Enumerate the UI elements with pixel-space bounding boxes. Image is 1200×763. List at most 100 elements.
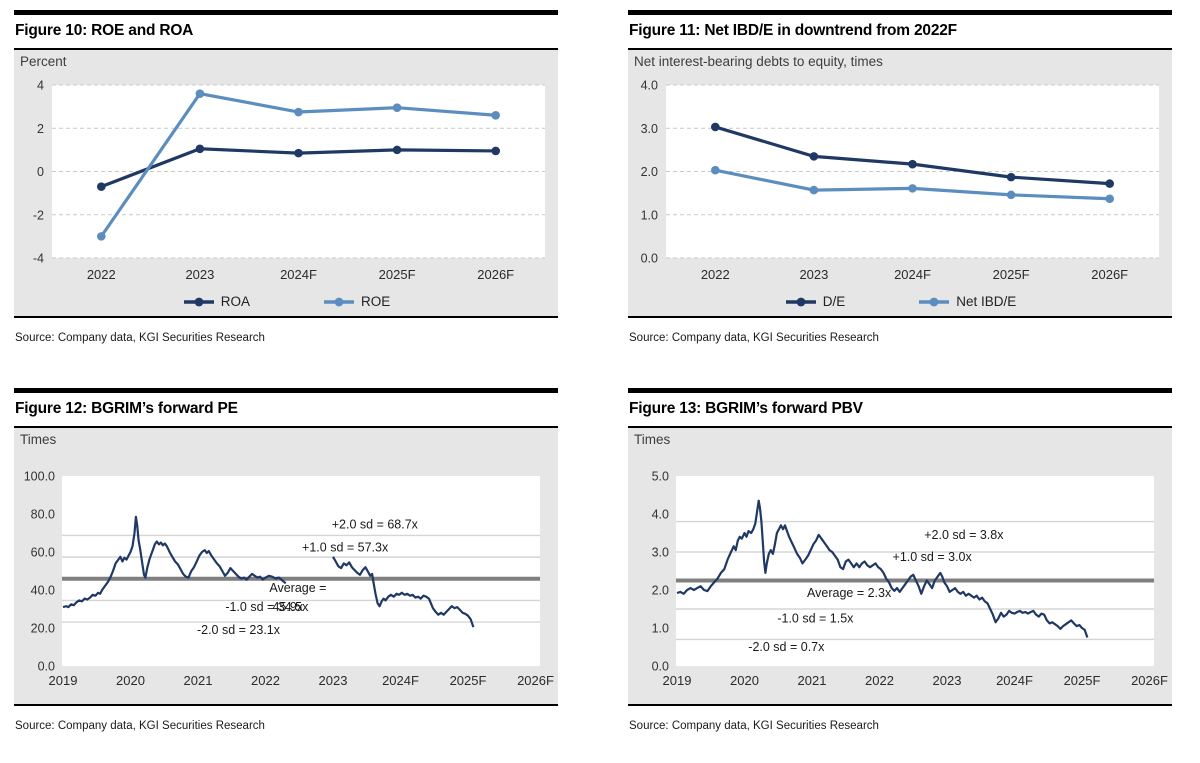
bottom-rule — [14, 704, 558, 706]
bottom-rule — [628, 704, 1172, 706]
y-tick-label: 5.0 — [652, 470, 669, 484]
line-Forward PE — [62, 515, 287, 609]
top-rule — [628, 388, 1172, 393]
title-rule — [628, 426, 1172, 428]
y-tick-label: -4 — [33, 252, 44, 266]
source-note: Source: Company data, KGI Securities Res… — [15, 332, 265, 344]
x-tick-label: 2023 — [319, 673, 348, 688]
legend-item-roa: ROA — [182, 294, 250, 309]
title-rule — [628, 48, 1172, 50]
x-tick-label: 2023 — [185, 267, 214, 282]
y-tick-label: 1.0 — [652, 622, 669, 636]
source-note: Source: Company data, KGI Securities Res… — [629, 720, 879, 732]
x-tick-label: 2025F — [450, 673, 487, 688]
x-tick-label: 2021 — [184, 673, 213, 688]
x-tick-label: 2019 — [663, 673, 692, 688]
source-note: Source: Company data, KGI Securities Res… — [15, 720, 265, 732]
y-tick-label: 100.0 — [24, 470, 55, 484]
x-tick-label: 2022 — [251, 673, 280, 688]
top-rule — [14, 388, 558, 393]
title-rule — [14, 426, 558, 428]
legend-marker-icon — [919, 297, 950, 306]
y-tick-label: 0.0 — [652, 660, 669, 674]
marker-ROA — [294, 148, 303, 158]
legend-marker-icon — [183, 297, 214, 306]
marker-Net IBD/E — [1006, 190, 1016, 200]
sd-annotation: +2.0 sd = 68.7x — [332, 517, 419, 531]
y-tick-label: 4.0 — [652, 508, 669, 522]
marker-ROE — [97, 232, 106, 241]
figure-11-chart-area: Net interest-bearing debts to equity, ti… — [628, 50, 1172, 316]
x-tick-label: 2020 — [116, 673, 145, 688]
marker-Net IBD/E — [809, 185, 819, 195]
marker-Net IBD/E — [1105, 194, 1114, 204]
marker-D/E — [908, 159, 917, 169]
y-axis-unit-label: Times — [634, 432, 671, 447]
legend-item-roe: ROE — [322, 294, 390, 309]
x-tick-label: 2020 — [730, 673, 759, 688]
y-axis-unit-label: Percent — [20, 54, 67, 69]
figure-11-panel: Figure 11: Net IBD/E in downtrend from 2… — [628, 10, 1172, 344]
sd-annotation: -1.0 sd = 1.5x — [777, 612, 854, 626]
sd-annotation: +1.0 sd = 3.0x — [893, 550, 973, 564]
marker-D/E — [1006, 172, 1016, 182]
y-tick-label: 3.0 — [652, 546, 669, 560]
legend-item-d-e: D/E — [784, 294, 845, 309]
sd-annotation: Average = 2.3x — [807, 586, 892, 600]
marker-ROE — [195, 89, 205, 98]
figure-11-chart-svg: 4.0 3.0 2.0 1.0 0.0 2022 2023 2024F 2025F 2026F — [641, 79, 1159, 282]
y-tick-label: 3.0 — [641, 122, 658, 136]
x-tick-label: 2025F — [1064, 673, 1101, 688]
x-tick-label: 2024F — [996, 673, 1033, 688]
legend-marker-icon — [324, 297, 354, 306]
legend-marker-icon — [785, 297, 816, 306]
y-tick-label: 20.0 — [31, 622, 55, 636]
x-tick-label: 2025F — [993, 267, 1030, 282]
sd-annotation: +1.0 sd = 57.3x — [302, 540, 389, 554]
legend: D/E Net IBD/E — [628, 294, 1172, 309]
sd-annotation: +2.0 sd = 3.8x — [924, 528, 1004, 542]
figure-12-chart-area: Times 100.0 80.0 60.0 40.0 20.0 0.0 2019 2020 20… — [14, 428, 558, 704]
legend-label: ROE — [361, 294, 391, 309]
sd-annotation: Average = — [269, 581, 326, 595]
y-tick-label: 80.0 — [31, 508, 55, 522]
y-tick-label: 2 — [37, 122, 44, 136]
x-tick-label: 2026F — [517, 673, 554, 688]
line-Forward PE — [332, 556, 475, 628]
x-tick-label: 2024F — [382, 673, 419, 688]
marker-ROA — [195, 144, 205, 154]
marker-ROE — [294, 107, 303, 117]
bottom-rule — [14, 316, 558, 318]
marker-Net IBD/E — [711, 165, 720, 175]
figure-12-panel: Figure 12: BGRIM’s forward PE Times 100.… — [14, 388, 558, 732]
x-tick-label: 2022 — [701, 267, 730, 282]
y-tick-label: 2.0 — [641, 165, 658, 179]
x-tick-label: 2025F — [379, 267, 416, 282]
figure-10-chart-area: Percent 4 2 0 -2 -4 2022 2023 2024F 2025F 2026F R… — [14, 50, 558, 316]
marker-ROA — [97, 182, 106, 191]
x-tick-label: 2026F — [1091, 267, 1128, 282]
figure-12-title: Figure 12: BGRIM’s forward PE — [15, 400, 238, 417]
x-tick-label: 2023 — [933, 673, 962, 688]
sd-annotation: -1.0 sd = 34.5x — [225, 600, 309, 614]
figure-10-chart-svg: 4 2 0 -2 -4 2022 2023 2024F 2025F 2026F — [33, 79, 545, 282]
y-tick-label: 4.0 — [641, 79, 658, 93]
x-tick-label: 2019 — [49, 673, 78, 688]
marker-D/E — [1105, 179, 1114, 188]
x-tick-label: 2024F — [280, 267, 317, 282]
bottom-rule — [628, 316, 1172, 318]
y-tick-label: 4 — [37, 79, 44, 93]
sd-annotation: -2.0 sd = 0.7x — [748, 640, 825, 654]
figure-13-title: Figure 13: BGRIM’s forward PBV — [629, 400, 863, 417]
figure-13-chart-area: Times 5.0 4.0 3.0 2.0 1.0 0.0 2019 2020 2021 2022… — [628, 428, 1172, 704]
legend: ROA ROE — [14, 294, 558, 309]
legend-label: Net IBD/E — [956, 294, 1017, 309]
source-note: Source: Company data, KGI Securities Res… — [629, 332, 879, 344]
y-axis-unit-label: Times — [20, 432, 57, 447]
marker-ROE — [392, 103, 402, 113]
y-axis-unit-label: Net interest-bearing debts to equity, ti… — [634, 54, 883, 69]
y-tick-label: -2 — [33, 208, 44, 222]
y-tick-label: 40.0 — [31, 584, 55, 598]
